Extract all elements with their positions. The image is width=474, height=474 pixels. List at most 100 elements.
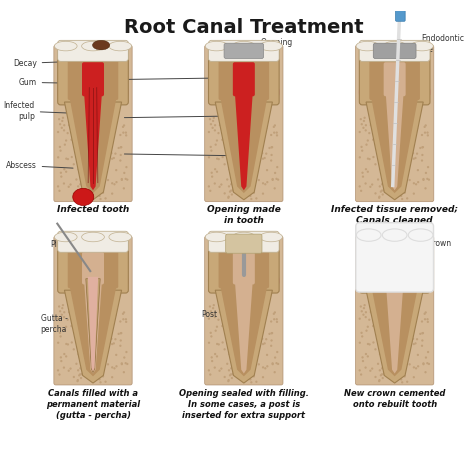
Circle shape [217, 132, 219, 134]
Circle shape [266, 169, 268, 171]
Circle shape [365, 366, 367, 369]
FancyBboxPatch shape [356, 45, 434, 201]
Circle shape [214, 311, 216, 313]
Circle shape [119, 339, 122, 342]
Circle shape [393, 358, 396, 360]
Circle shape [381, 367, 383, 369]
Circle shape [380, 172, 383, 174]
Circle shape [407, 351, 409, 354]
Circle shape [215, 144, 217, 146]
Circle shape [401, 157, 403, 159]
Circle shape [71, 341, 73, 344]
Circle shape [381, 342, 383, 344]
Circle shape [378, 196, 381, 198]
Circle shape [87, 174, 89, 177]
Circle shape [226, 329, 228, 332]
Circle shape [419, 333, 421, 335]
Circle shape [77, 369, 79, 372]
Circle shape [93, 163, 96, 165]
Circle shape [73, 348, 75, 350]
Circle shape [261, 337, 264, 340]
Circle shape [215, 329, 217, 332]
Circle shape [119, 345, 121, 347]
Circle shape [404, 368, 406, 370]
Circle shape [209, 374, 211, 376]
Circle shape [102, 375, 104, 378]
Circle shape [213, 117, 215, 119]
Circle shape [85, 322, 88, 325]
Circle shape [75, 144, 77, 146]
Circle shape [107, 324, 109, 327]
Circle shape [250, 326, 252, 328]
Circle shape [361, 356, 364, 358]
Circle shape [231, 189, 234, 191]
Circle shape [123, 311, 125, 314]
Polygon shape [215, 102, 273, 200]
Circle shape [228, 185, 230, 188]
Circle shape [61, 127, 63, 129]
Circle shape [424, 131, 426, 134]
Circle shape [77, 379, 79, 381]
FancyBboxPatch shape [219, 236, 269, 288]
Circle shape [377, 178, 379, 181]
Circle shape [393, 173, 396, 176]
Circle shape [210, 332, 212, 334]
Ellipse shape [82, 232, 104, 242]
Circle shape [410, 149, 412, 151]
Circle shape [120, 332, 122, 334]
Circle shape [246, 183, 248, 185]
Circle shape [229, 155, 232, 158]
Circle shape [275, 318, 278, 320]
Circle shape [264, 367, 266, 369]
Circle shape [273, 311, 276, 314]
Circle shape [76, 339, 79, 341]
FancyBboxPatch shape [58, 235, 128, 293]
Circle shape [75, 178, 78, 181]
Circle shape [370, 124, 372, 126]
Ellipse shape [383, 41, 406, 51]
Circle shape [114, 124, 116, 127]
Text: Gutta -
percha: Gutta - percha [40, 314, 74, 334]
Circle shape [231, 193, 233, 196]
Circle shape [270, 345, 273, 347]
Circle shape [115, 354, 118, 356]
Circle shape [123, 187, 125, 190]
Circle shape [226, 178, 228, 181]
Circle shape [223, 163, 226, 165]
Circle shape [257, 324, 260, 327]
Circle shape [375, 138, 377, 140]
Circle shape [125, 166, 128, 168]
Circle shape [252, 313, 255, 315]
Polygon shape [235, 279, 253, 374]
Circle shape [378, 154, 380, 156]
Circle shape [413, 366, 415, 368]
Circle shape [214, 353, 216, 355]
Circle shape [108, 311, 110, 313]
Circle shape [220, 367, 222, 370]
Circle shape [387, 322, 390, 325]
Circle shape [91, 358, 94, 360]
Circle shape [102, 180, 105, 182]
Circle shape [111, 343, 113, 345]
Circle shape [422, 179, 425, 181]
Circle shape [273, 124, 276, 127]
Circle shape [243, 358, 245, 360]
Circle shape [401, 368, 403, 371]
Circle shape [76, 197, 79, 199]
Circle shape [262, 376, 264, 378]
Circle shape [79, 183, 82, 185]
Circle shape [252, 154, 255, 156]
Text: Endodontic
file: Endodontic file [409, 35, 465, 56]
Text: Opening: Opening [246, 38, 293, 50]
Circle shape [233, 332, 236, 334]
Circle shape [210, 123, 212, 125]
Circle shape [59, 149, 62, 152]
Circle shape [99, 195, 100, 197]
Text: Root Canal Treatment: Root Canal Treatment [124, 18, 364, 37]
Circle shape [362, 175, 364, 178]
Circle shape [233, 373, 235, 375]
FancyBboxPatch shape [82, 62, 104, 96]
Circle shape [415, 124, 418, 127]
Circle shape [67, 343, 69, 346]
Circle shape [83, 307, 85, 309]
